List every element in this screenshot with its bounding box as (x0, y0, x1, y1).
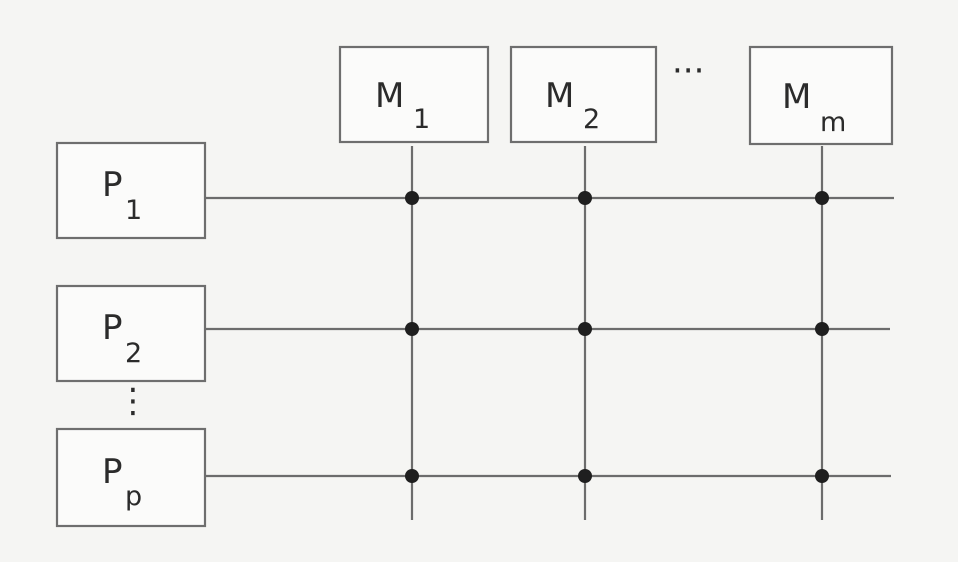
processor-label-2: P (102, 308, 123, 348)
processor-label-p: P (102, 452, 123, 492)
memory-box-1: M 1 (338, 45, 490, 144)
memory-label-1: M (375, 76, 404, 116)
memory-ellipsis: ··· (672, 51, 704, 91)
crosspoint-node (405, 469, 419, 483)
processor-subscript-p: p (125, 481, 142, 512)
crosspoint-node (578, 191, 592, 205)
memory-label-m: M (782, 77, 811, 117)
processor-subscript-2: 2 (125, 338, 142, 369)
processor-subscript-1: 1 (125, 195, 142, 226)
crosspoint-node (815, 322, 829, 336)
memory-subscript-2: 2 (583, 104, 600, 135)
memory-box-m: M m (748, 45, 894, 146)
crosspoint-node (815, 469, 829, 483)
processor-ellipsis: ⋮ (116, 381, 150, 421)
memory-subscript-m: m (820, 107, 846, 138)
crosspoint-node (405, 191, 419, 205)
crosspoint-node (578, 322, 592, 336)
processor-label-1: P (102, 165, 123, 205)
processor-box-p: P p (55, 427, 207, 528)
memory-label-2: M (545, 76, 574, 116)
processor-box-2: P 2 (55, 284, 207, 383)
crosspoint-node (405, 322, 419, 336)
crosspoint-node (578, 469, 592, 483)
processor-box-1: P 1 (55, 141, 207, 240)
crosspoint-node (815, 191, 829, 205)
memory-subscript-1: 1 (413, 104, 430, 135)
memory-box-2: M 2 (509, 45, 658, 144)
